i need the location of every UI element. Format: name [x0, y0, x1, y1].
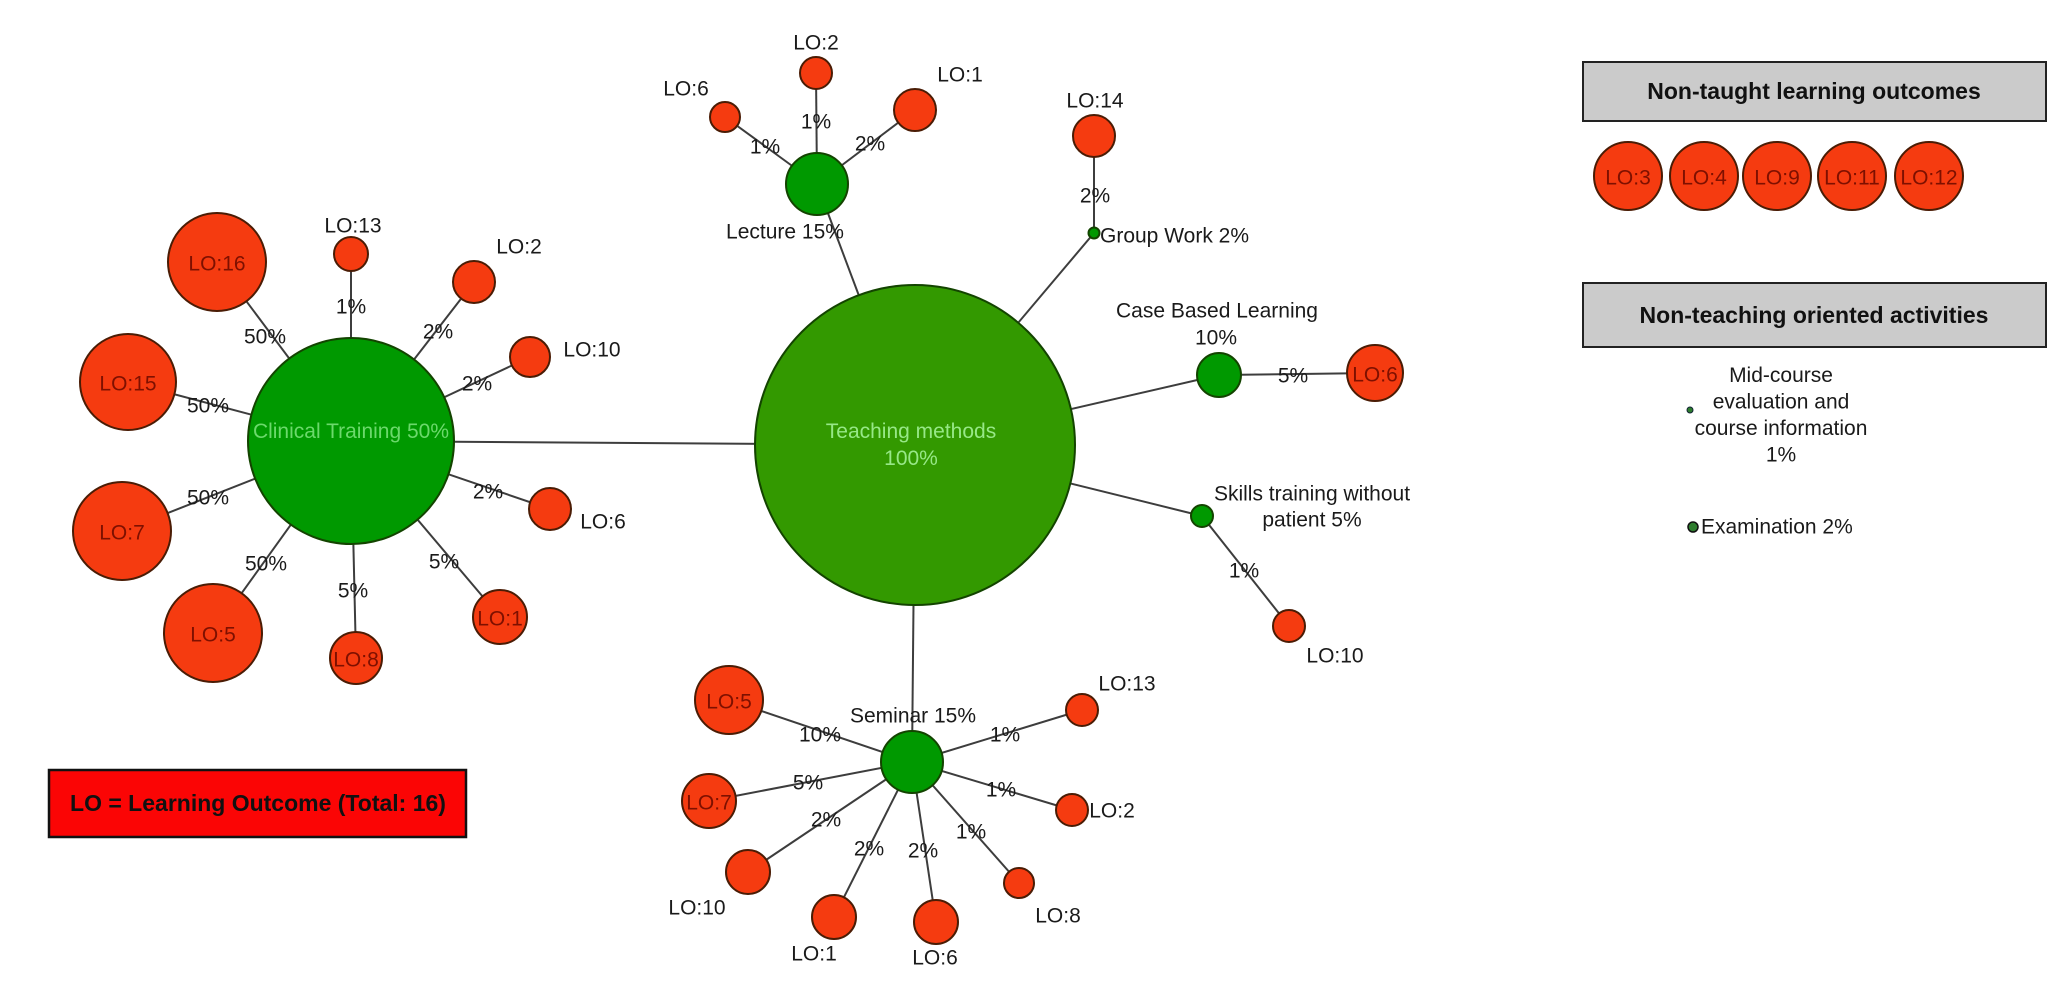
svg-text:LO:14: LO:14: [1066, 90, 1124, 113]
svg-text:1%: 1%: [1766, 444, 1796, 467]
svg-text:1%: 1%: [750, 136, 780, 159]
svg-text:Seminar 15%: Seminar 15%: [850, 705, 976, 728]
svg-text:LO:8: LO:8: [1035, 905, 1081, 928]
svg-text:2%: 2%: [462, 373, 492, 396]
svg-text:50%: 50%: [244, 326, 286, 349]
svg-text:LO:9: LO:9: [1754, 167, 1800, 190]
svg-text:patient 5%: patient 5%: [1262, 509, 1361, 532]
svg-text:2%: 2%: [811, 809, 841, 832]
svg-text:LO:1: LO:1: [791, 943, 837, 966]
svg-text:LO:10: LO:10: [563, 339, 620, 362]
svg-text:5%: 5%: [338, 580, 368, 603]
svg-text:2%: 2%: [908, 840, 938, 863]
svg-text:LO:5: LO:5: [706, 691, 752, 714]
svg-text:LO:13: LO:13: [1098, 673, 1155, 696]
svg-text:LO:11: LO:11: [1824, 167, 1880, 190]
svg-text:1%: 1%: [990, 724, 1020, 747]
svg-text:LO:10: LO:10: [1306, 645, 1363, 668]
svg-text:Examination 2%: Examination 2%: [1701, 516, 1853, 539]
svg-text:LO:2: LO:2: [496, 236, 542, 259]
svg-text:10%: 10%: [1195, 327, 1237, 350]
svg-text:1%: 1%: [956, 821, 986, 844]
svg-text:Case Based Learning: Case Based Learning: [1116, 300, 1318, 323]
svg-text:Mid-course: Mid-course: [1729, 364, 1833, 387]
svg-text:1%: 1%: [801, 111, 831, 134]
svg-text:LO:16: LO:16: [188, 253, 245, 276]
svg-text:LO:12: LO:12: [1900, 167, 1957, 190]
svg-text:1%: 1%: [986, 779, 1016, 802]
svg-text:5%: 5%: [793, 772, 823, 795]
svg-text:LO:1: LO:1: [937, 64, 983, 87]
svg-text:LO:7: LO:7: [99, 522, 145, 545]
svg-text:2%: 2%: [423, 321, 453, 344]
svg-text:2%: 2%: [854, 838, 884, 861]
svg-text:LO:6: LO:6: [1352, 364, 1398, 387]
svg-text:LO:15: LO:15: [99, 373, 156, 396]
svg-text:50%: 50%: [187, 395, 229, 418]
svg-text:LO:6: LO:6: [912, 947, 958, 970]
svg-text:Teaching methods: Teaching methods: [826, 420, 996, 443]
svg-text:LO:3: LO:3: [1605, 167, 1651, 190]
svg-text:LO:2: LO:2: [1089, 800, 1135, 823]
svg-text:Lecture 15%: Lecture 15%: [726, 221, 844, 244]
svg-text:LO = Learning Outcome (Total:: LO = Learning Outcome (Total: 16): [70, 790, 446, 816]
svg-text:Group Work 2%: Group Work 2%: [1100, 225, 1249, 248]
svg-text:100%: 100%: [884, 447, 938, 470]
svg-text:course information: course information: [1695, 417, 1868, 440]
svg-text:50%: 50%: [187, 487, 229, 510]
svg-text:LO:1: LO:1: [477, 608, 523, 631]
svg-text:LO:10: LO:10: [668, 897, 725, 920]
svg-text:2%: 2%: [855, 133, 885, 156]
svg-text:2%: 2%: [473, 481, 503, 504]
svg-text:5%: 5%: [1278, 365, 1308, 388]
svg-text:Non-taught learning outcomes: Non-taught learning outcomes: [1647, 78, 1981, 104]
svg-text:5%: 5%: [429, 551, 459, 574]
svg-text:LO:5: LO:5: [190, 624, 236, 647]
svg-text:LO:6: LO:6: [580, 511, 626, 534]
svg-text:Clinical Training 50%: Clinical Training 50%: [253, 420, 449, 443]
svg-text:LO:7: LO:7: [686, 792, 732, 815]
svg-text:LO:6: LO:6: [663, 78, 709, 101]
svg-text:evaluation and: evaluation and: [1713, 391, 1850, 414]
svg-text:LO:2: LO:2: [793, 32, 839, 55]
svg-text:1%: 1%: [336, 296, 366, 319]
svg-text:Skills training without: Skills training without: [1214, 483, 1410, 506]
svg-text:10%: 10%: [799, 724, 841, 747]
svg-text:Non-teaching oriented activiti: Non-teaching oriented activities: [1640, 302, 1989, 328]
svg-text:1%: 1%: [1229, 560, 1259, 583]
svg-text:LO:8: LO:8: [333, 649, 379, 672]
svg-text:2%: 2%: [1080, 185, 1110, 208]
svg-text:LO:13: LO:13: [324, 215, 381, 238]
svg-text:LO:4: LO:4: [1681, 167, 1727, 190]
svg-text:50%: 50%: [245, 553, 287, 576]
